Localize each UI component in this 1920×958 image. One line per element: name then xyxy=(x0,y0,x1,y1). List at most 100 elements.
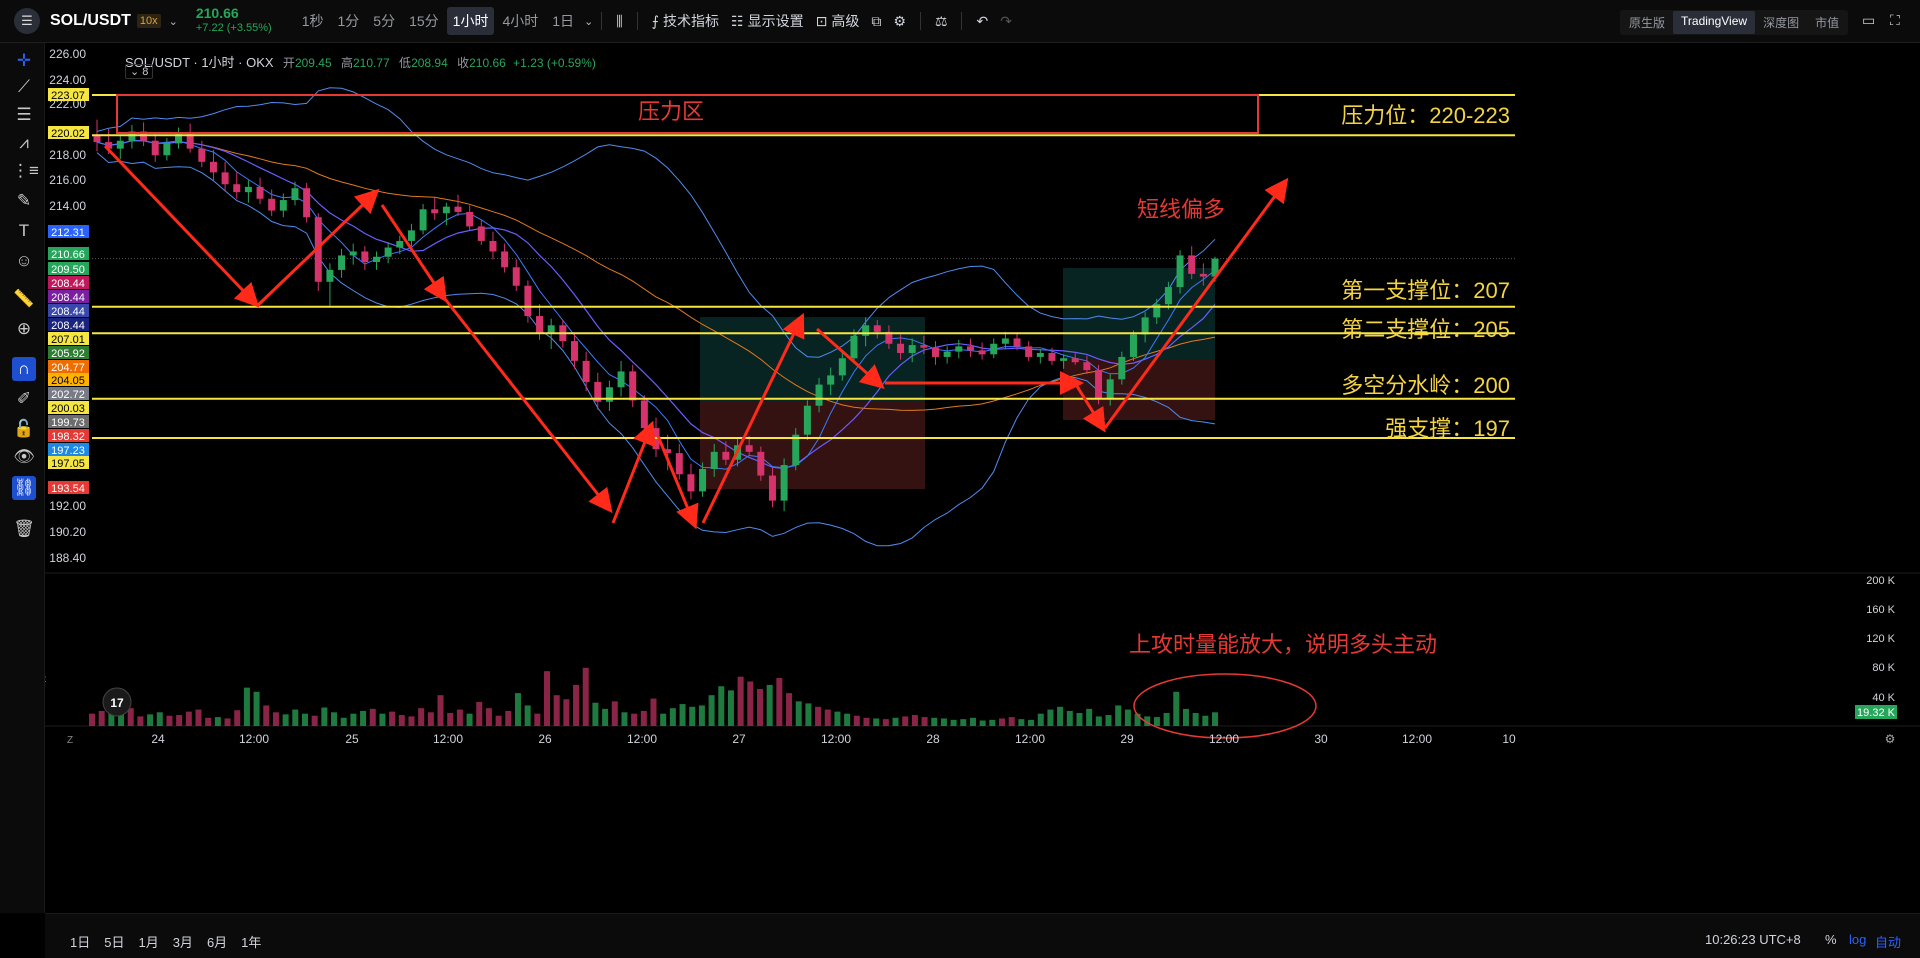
view-tab-1[interactable]: TradingView xyxy=(1673,11,1756,34)
volume-bar xyxy=(573,684,580,726)
timeframe-more-icon[interactable]: ⌄ xyxy=(584,15,594,28)
range-0[interactable]: 1日 xyxy=(70,935,91,950)
compare-button[interactable]: ⚖ xyxy=(935,13,948,30)
magnet-icon[interactable]: ∩ xyxy=(12,357,36,381)
trash-icon[interactable]: 🗑 xyxy=(13,519,35,538)
pressure-zone-label: 压力区 xyxy=(638,99,704,124)
volume-bar xyxy=(1173,691,1180,726)
undo-button[interactable]: ↶ xyxy=(976,13,988,30)
volume-bar xyxy=(118,712,125,726)
ruler-icon[interactable]: 📏 xyxy=(13,289,35,308)
candle-body xyxy=(116,140,124,149)
timeframe-5[interactable]: 4小时 xyxy=(502,13,539,29)
range-3[interactable]: 3月 xyxy=(172,935,193,950)
view-tab-0[interactable]: 原生版 xyxy=(1629,16,1666,30)
price-badge xyxy=(48,360,89,373)
lock-draw-icon[interactable]: ✐ xyxy=(16,389,32,408)
time-tick: 12:00 xyxy=(821,732,851,746)
chevron-down-icon[interactable]: ⌄ xyxy=(168,15,178,28)
trendline-icon[interactable]: ⟋ xyxy=(18,77,30,96)
view-tab-2[interactable]: 深度图 xyxy=(1763,16,1800,30)
fib-icon[interactable]: ⋮≡ xyxy=(12,161,39,180)
trend-arrow xyxy=(103,144,260,308)
range-2[interactable]: 1月 xyxy=(138,935,159,950)
volume-bar xyxy=(669,708,676,726)
volume-bar xyxy=(747,681,754,726)
timeframe-3[interactable]: 15分 xyxy=(409,13,439,29)
volume-bar xyxy=(514,693,521,726)
tv-logo-text: 17 xyxy=(110,696,124,710)
time-tick: 12:00 xyxy=(1209,732,1239,746)
emoji-icon[interactable]: ☺ xyxy=(15,251,33,270)
eye-icon[interactable]: 👁 xyxy=(13,447,35,466)
candle-type-button[interactable]: ⫼ xyxy=(616,13,622,30)
text-icon[interactable]: T xyxy=(18,221,30,240)
range-4[interactable]: 6月 xyxy=(206,935,228,950)
candle-body xyxy=(1176,255,1184,288)
volume-bar xyxy=(1057,706,1064,726)
timeframe-6[interactable]: 1日 xyxy=(552,13,575,29)
indicators-label: 技术指标 xyxy=(663,13,720,29)
volume-bar xyxy=(282,714,289,726)
candle-body xyxy=(1013,338,1021,347)
display-settings-button[interactable]: ☷ 显示设置 xyxy=(731,11,804,31)
volume-badge-label: 19.32 K xyxy=(1857,707,1896,719)
candle-body xyxy=(349,251,357,256)
price-badge xyxy=(48,415,89,428)
template-button[interactable]: ⧉ xyxy=(871,13,881,30)
redo-button[interactable]: ↷ xyxy=(1000,13,1012,30)
volume-bar xyxy=(805,703,812,726)
pattern-icon[interactable]: ⩘ xyxy=(19,133,29,152)
timeframe-1[interactable]: 1分 xyxy=(337,13,360,29)
symbol-name[interactable]: SOL/USDT xyxy=(50,12,131,29)
volume-bar xyxy=(447,712,454,726)
timeframe-2[interactable]: 5分 xyxy=(373,13,396,29)
advanced-button[interactable]: ⊡ 高级 xyxy=(816,11,860,31)
price-chart[interactable]: 压力区 压力位：220-223 第一支撑位：207 第二支撑位：205 多空分水岭：20… xyxy=(45,43,1920,913)
candle-body xyxy=(466,211,474,227)
zoom-icon[interactable]: ⊕ xyxy=(16,319,32,338)
link-icon[interactable]: ⛓ xyxy=(12,476,36,500)
candle-body xyxy=(1071,358,1079,363)
volume-bar xyxy=(331,712,338,726)
price-badge-label: 207.01 xyxy=(51,334,85,346)
indicators-button[interactable]: ⨍ 技术指标 xyxy=(652,11,719,31)
range-1[interactable]: 5日 xyxy=(104,935,125,950)
gear-button[interactable]: ⚙ xyxy=(893,13,906,30)
percent-toggle[interactable]: % xyxy=(1825,932,1837,947)
price-badge xyxy=(48,346,89,359)
candle-body xyxy=(955,346,963,352)
candle-body xyxy=(279,200,287,211)
candle-body xyxy=(699,468,707,492)
window-icon[interactable]: ▭ xyxy=(1862,12,1876,28)
crosshair-icon[interactable]: ✛ xyxy=(16,51,32,70)
horizontal-lines-icon[interactable]: ☰ xyxy=(16,105,32,124)
candle-body xyxy=(978,350,986,355)
price-badge xyxy=(48,276,89,289)
log-toggle[interactable]: log xyxy=(1849,932,1867,947)
candle-body xyxy=(338,255,346,270)
time-tick: 25 xyxy=(345,732,359,746)
price-badge-label: 212.31 xyxy=(51,227,85,239)
menu-icon[interactable]: ☰ xyxy=(14,8,40,34)
timeframe-4[interactable]: 1小时 xyxy=(446,7,495,35)
candle-body xyxy=(897,343,905,353)
indicator-toggle[interactable]: ⌄ 8 xyxy=(125,64,154,79)
fullscreen-icon[interactable]: ⛶ xyxy=(1890,12,1900,28)
candle-body xyxy=(314,217,322,282)
axis-gear-icon: ⚙ xyxy=(1885,732,1896,746)
timeframe-0[interactable]: 1秒 xyxy=(301,13,324,29)
candle-body xyxy=(932,347,939,357)
price-tick: 216.00 xyxy=(49,173,86,187)
lock-icon[interactable]: 🔓 xyxy=(13,419,35,438)
range-5[interactable]: 1年 xyxy=(241,935,262,950)
volume-bar xyxy=(253,691,260,726)
volume-bar xyxy=(689,706,696,726)
brush-icon[interactable]: ✎ xyxy=(16,191,32,210)
auto-toggle[interactable]: 自动 xyxy=(1875,935,1902,950)
chart-area[interactable]: 压力区 压力位：220-223 第一支撑位：207 第二支撑位：205 多空分水岭：20… xyxy=(45,43,1920,913)
view-tab-3[interactable]: 市值 xyxy=(1815,16,1840,30)
long-position-stop xyxy=(700,401,925,489)
volume-bar xyxy=(524,705,531,726)
trend-arrow xyxy=(255,188,380,308)
